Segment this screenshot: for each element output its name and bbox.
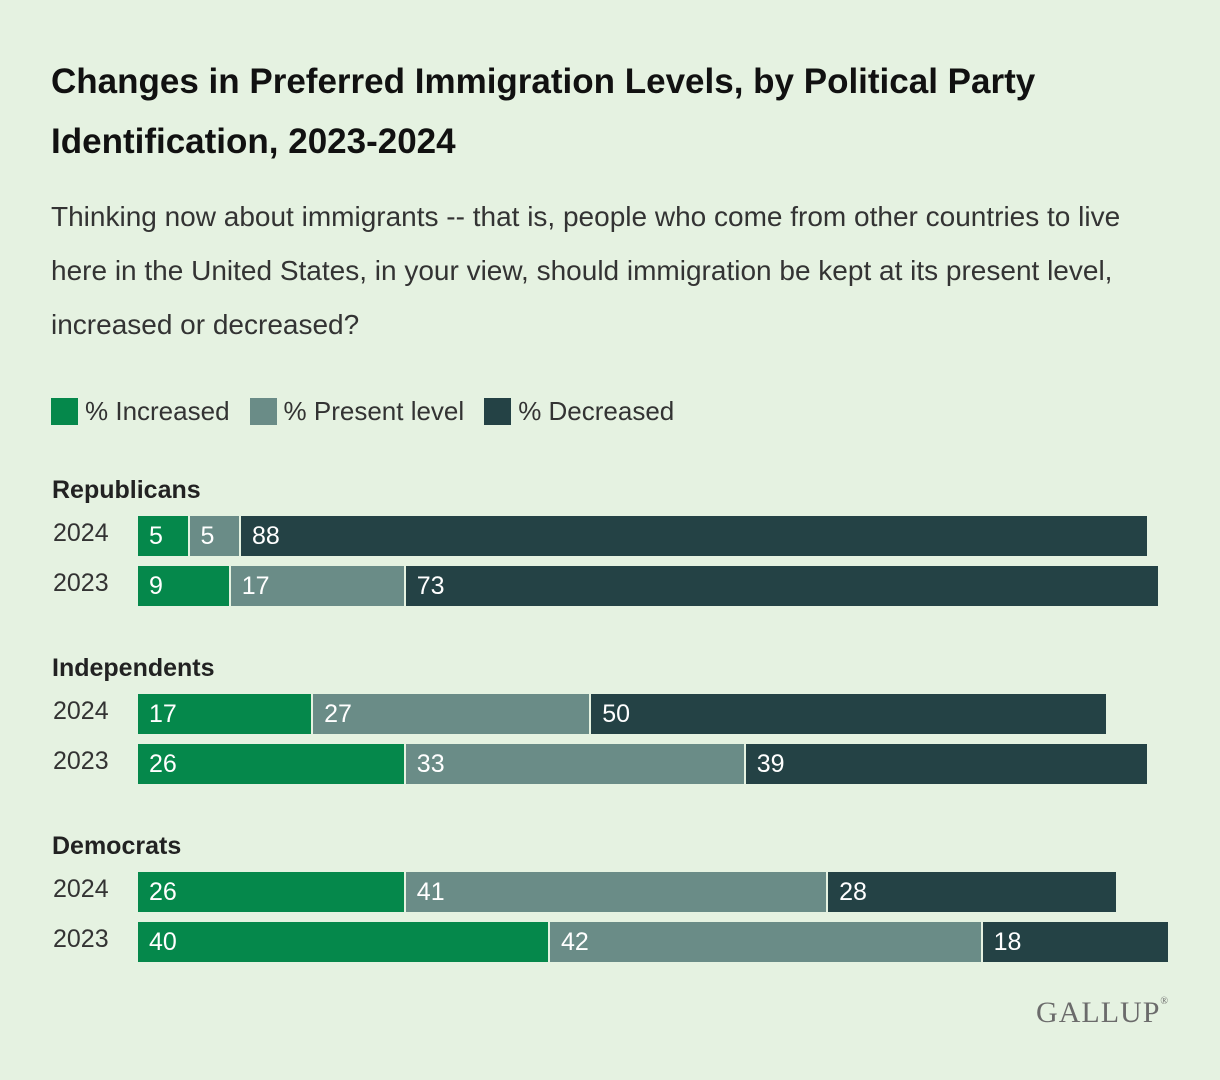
bar-segment-decreased: 50	[591, 694, 1107, 734]
group-label-independents: Independents	[52, 654, 215, 682]
bar-segment-decreased: 39	[745, 744, 1148, 784]
group-label-democrats: Democrats	[52, 832, 182, 860]
bar-segment-decreased: 73	[405, 566, 1158, 606]
registered-mark-icon: ®	[1160, 996, 1169, 1007]
bar-segment-increased: 9	[138, 566, 231, 606]
bar-segment-decreased: 18	[982, 922, 1168, 962]
bar-row: 9 17 73	[138, 566, 1158, 606]
chart-subtitle: Thinking now about immigrants -- that is…	[51, 201, 1121, 340]
legend-swatch-decreased	[484, 397, 512, 425]
bar-segment-increased: 5	[138, 516, 190, 556]
bar-segment-present: 5	[189, 516, 241, 556]
year-label: 2023	[53, 925, 109, 953]
group-label-republicans: Republicans	[52, 476, 201, 504]
bar-row: 17 27 50	[138, 694, 1107, 734]
bar-segment-increased: 40	[138, 922, 550, 962]
year-label: 2024	[53, 697, 109, 725]
legend-swatch-increased	[51, 397, 78, 425]
bar-row: 26 41 28	[138, 872, 1117, 912]
legend-item-decreased: % Decreased	[484, 396, 674, 427]
bar-segment-decreased: 28	[828, 872, 1117, 912]
legend-item-present: % Present level	[249, 395, 465, 427]
bar-row: 40 42 18	[138, 922, 1168, 962]
year-label: 2024	[53, 519, 109, 547]
legend-item-increased: % Increased	[51, 396, 230, 427]
year-label: 2023	[53, 569, 109, 597]
bar-segment-decreased: 88	[241, 516, 1148, 556]
legend-swatch-present	[249, 397, 277, 425]
bar-segment-increased: 26	[138, 744, 406, 784]
bar-segment-present: 17	[230, 566, 406, 606]
bar-segment-increased: 17	[138, 694, 314, 734]
gallup-logo: GALLUP®	[1036, 996, 1169, 1030]
bar-segment-increased: 26	[138, 872, 406, 912]
legend: % Increased % Present level % Decreased	[51, 394, 694, 428]
legend-label-present: % Present level	[283, 395, 465, 426]
year-label: 2023	[53, 747, 109, 775]
bar-segment-present: 27	[313, 694, 592, 734]
bar-segment-present: 41	[405, 872, 829, 912]
bar-row: 26 33 39	[138, 744, 1148, 784]
logo-text: GALLUP	[1036, 996, 1161, 1029]
bar-row: 5 5 88	[138, 516, 1148, 556]
bar-segment-present: 42	[550, 922, 983, 962]
bar-segment-present: 33	[405, 744, 746, 784]
chart-title: Changes in Preferred Immigration Levels,…	[51, 62, 1036, 161]
legend-label-decreased: % Decreased	[518, 395, 675, 426]
legend-label-increased: % Increased	[85, 395, 230, 426]
year-label: 2024	[53, 875, 109, 903]
